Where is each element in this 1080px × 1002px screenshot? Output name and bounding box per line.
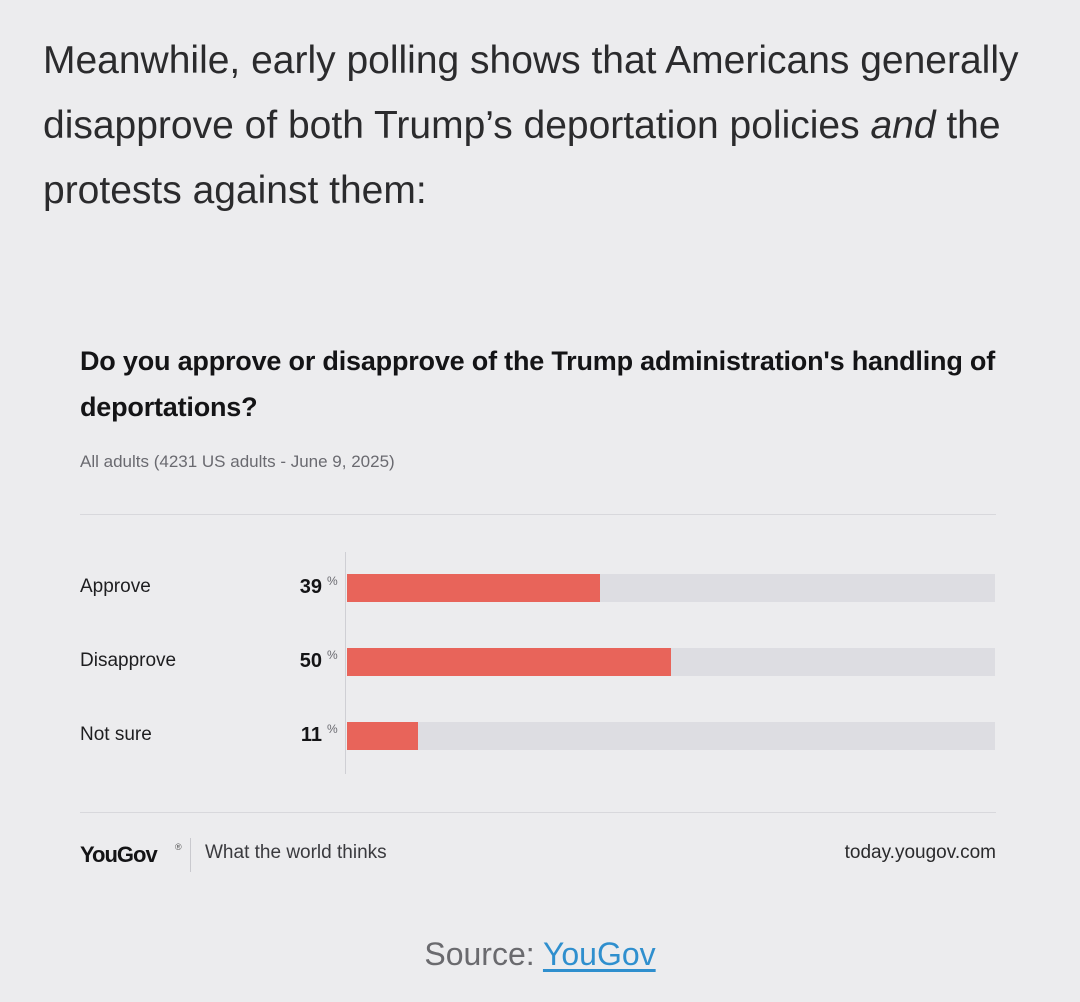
registered-mark: ® <box>175 842 182 852</box>
chart-axis-line <box>345 552 346 774</box>
percent-unit: % <box>327 574 338 588</box>
intro-paragraph: Meanwhile, early polling shows that Amer… <box>43 28 1043 223</box>
chart-bottom-divider <box>80 812 996 813</box>
chart-title: Do you approve or disapprove of the Trum… <box>80 346 995 422</box>
chart-subtitle: All adults (4231 US adults - June 9, 202… <box>80 452 395 471</box>
footer-divider <box>190 838 191 872</box>
category-label: Disapprove <box>80 650 177 671</box>
footer-site-link[interactable]: today.yougov.com <box>844 842 996 863</box>
intro-text-before: Meanwhile, early polling shows that Amer… <box>43 39 1019 147</box>
value-label: 39 <box>299 576 322 598</box>
bar-track <box>347 648 995 676</box>
source-line: Source: YouGov <box>0 936 1080 973</box>
yougov-logo[interactable]: YouGov <box>80 842 158 867</box>
value-label: 11 <box>300 724 322 746</box>
chart-top-divider <box>80 514 996 515</box>
bar-fill <box>347 722 419 750</box>
source-link-yougov[interactable]: YouGov <box>542 936 656 972</box>
value-label: 50 <box>299 650 322 672</box>
source-label: Source: <box>424 936 543 972</box>
bar-fill <box>347 574 600 602</box>
intro-text-after: the protests against them: <box>43 104 1001 212</box>
bar-row: Disapprove 50% <box>80 648 996 676</box>
footer-tagline: What the world thinks <box>205 842 387 863</box>
bar-track <box>347 722 995 750</box>
bar-track <box>347 574 995 602</box>
category-label: Approve <box>80 576 151 597</box>
category-label: Not sure <box>80 724 152 745</box>
intro-emphasis: and <box>870 104 936 147</box>
percent-unit: % <box>327 648 338 662</box>
percent-unit: % <box>327 722 338 736</box>
poll-chart-card: Do you approve or disapprove of the Trum… <box>80 338 996 872</box>
bar-row: Approve 39% <box>80 574 996 602</box>
bar-row: Not sure 11% <box>80 722 996 750</box>
chart-footer: YouGov ® What the world thinks today.you… <box>80 838 996 872</box>
bar-fill <box>347 648 671 676</box>
